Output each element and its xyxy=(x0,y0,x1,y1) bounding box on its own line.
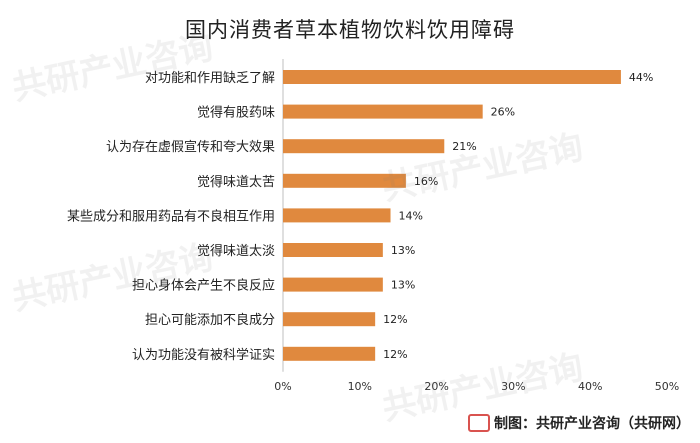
category-label: 认为存在虚假宣传和夸大效果 xyxy=(106,139,275,155)
bar xyxy=(283,208,391,223)
data-label: 14% xyxy=(399,209,423,222)
x-tick-label: 40% xyxy=(578,380,602,393)
bar xyxy=(283,139,445,154)
x-tick-label: 30% xyxy=(501,380,525,393)
category-label: 担心可能添加不良成分 xyxy=(145,312,275,328)
category-label: 觉得味道太苦 xyxy=(197,174,275,190)
category-label: 担心身体会产生不良反应 xyxy=(132,278,275,294)
x-tick-label: 0% xyxy=(274,380,291,393)
bar xyxy=(283,277,383,292)
x-tick-label: 50% xyxy=(655,380,679,393)
data-label: 26% xyxy=(491,106,515,119)
data-label: 44% xyxy=(629,71,653,84)
category-label: 觉得味道太淡 xyxy=(197,243,275,259)
category-label: 觉得有股药味 xyxy=(197,105,275,121)
data-label: 13% xyxy=(391,279,415,292)
bar xyxy=(283,173,406,188)
chart-title: 国内消费者草本植物饮料饮用障碍 xyxy=(185,18,515,42)
data-label: 16% xyxy=(414,175,438,188)
bar xyxy=(283,243,383,257)
data-label: 13% xyxy=(391,244,415,257)
data-label: 12% xyxy=(383,313,407,326)
credit-text: 制图：共研产业咨询（共研网） xyxy=(494,416,690,432)
x-tick-label: 20% xyxy=(424,380,448,393)
bar xyxy=(283,70,621,84)
bar xyxy=(283,312,376,327)
bar xyxy=(283,104,483,119)
credit: 制图：共研产业咨询（共研网） xyxy=(468,413,690,433)
category-label: 对功能和作用缺乏了解 xyxy=(145,71,275,86)
data-label: 21% xyxy=(452,140,476,153)
data-label: 12% xyxy=(383,348,407,361)
category-label: 认为功能没有被科学证实 xyxy=(132,347,275,363)
category-label: 某些成分和服用药品有不良相互作用 xyxy=(67,208,275,224)
bar xyxy=(283,346,376,361)
source-badge-icon xyxy=(468,414,490,432)
x-tick-label: 10% xyxy=(348,380,372,393)
